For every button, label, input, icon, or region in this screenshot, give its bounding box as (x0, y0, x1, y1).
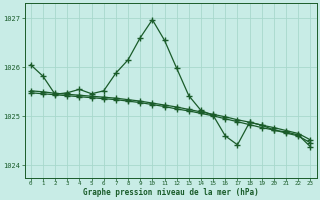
X-axis label: Graphe pression niveau de la mer (hPa): Graphe pression niveau de la mer (hPa) (83, 188, 259, 197)
